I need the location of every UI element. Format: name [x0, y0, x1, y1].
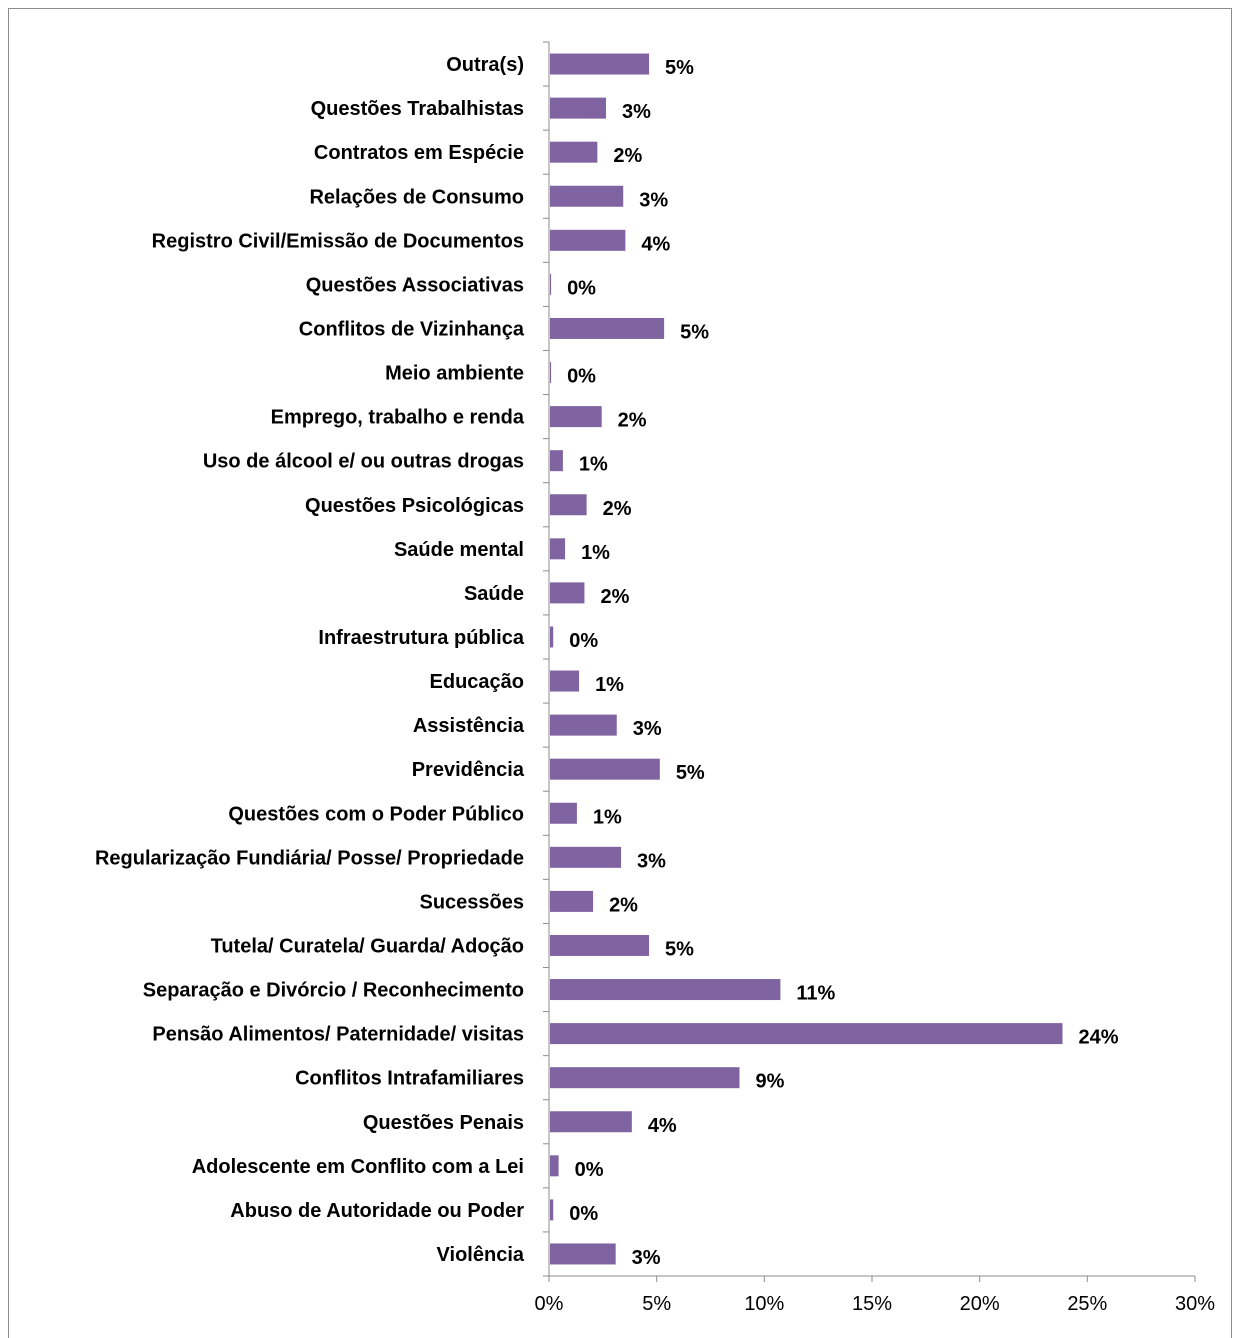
data-label: 0% [567, 277, 596, 299]
bar [550, 1199, 554, 1221]
category-label: Questões com o Poder Público [228, 803, 524, 825]
category-label: Assistência [413, 715, 525, 737]
bar [550, 538, 566, 560]
data-label: 5% [676, 762, 705, 784]
category-label: Regularização Fundiária/ Posse/ Propried… [95, 847, 524, 869]
category-label: Questões Penais [363, 1112, 524, 1134]
x-tick-label: 20% [960, 1293, 1000, 1315]
data-label: 24% [1078, 1027, 1118, 1049]
bar [550, 317, 665, 339]
category-label: Conflitos de Vizinhança [299, 318, 525, 340]
bar [550, 626, 554, 648]
category-label: Saúde mental [394, 539, 524, 561]
category-label: Questões Trabalhistas [311, 98, 524, 120]
category-label: Adolescente em Conflito com a Lei [192, 1156, 524, 1178]
x-tick-label: 25% [1067, 1293, 1107, 1315]
data-label: 5% [665, 57, 694, 79]
x-tick-label: 5% [642, 1293, 671, 1315]
category-label: Abuso de Autoridade ou Poder [230, 1200, 524, 1222]
data-label: 5% [680, 321, 709, 343]
data-label: 1% [581, 542, 610, 564]
category-label: Previdência [412, 759, 525, 781]
bar [550, 406, 602, 428]
data-label: 4% [641, 233, 670, 255]
data-label: 4% [648, 1115, 677, 1137]
bar [550, 1155, 559, 1177]
category-label: Infraestrutura pública [318, 627, 524, 649]
category-label: Sucessões [419, 891, 524, 913]
category-label: Tutela/ Curatela/ Guarda/ Adoção [211, 935, 524, 957]
data-label: 5% [665, 938, 694, 960]
data-label: 2% [600, 586, 629, 608]
x-tick-label: 15% [852, 1293, 892, 1315]
data-label: 2% [603, 498, 632, 520]
category-label: Violência [437, 1244, 525, 1266]
category-label: Outra(s) [446, 54, 524, 76]
bar [550, 670, 580, 692]
bar [550, 802, 577, 824]
bar [550, 758, 660, 780]
data-label: 0% [569, 630, 598, 652]
category-label: Questões Associativas [306, 274, 524, 296]
data-label: 3% [633, 718, 662, 740]
category-label: Emprego, trabalho e renda [271, 407, 525, 429]
bar [550, 979, 781, 1001]
bar [550, 450, 563, 472]
category-label: Separação e Divórcio / Reconhecimento [143, 980, 524, 1002]
data-label: 0% [569, 1203, 598, 1225]
data-label: 1% [593, 806, 622, 828]
data-label: 0% [567, 366, 596, 388]
bar [550, 229, 626, 251]
bar [550, 273, 552, 295]
bar [550, 97, 606, 119]
bar [550, 1023, 1063, 1045]
category-label: Questões Psicológicas [305, 495, 524, 517]
data-label: 2% [618, 410, 647, 432]
category-label: Pensão Alimentos/ Paternidade/ visitas [152, 1024, 524, 1046]
bar [550, 582, 585, 604]
bar [550, 1243, 616, 1265]
bar [550, 1067, 740, 1089]
data-label: 9% [755, 1071, 784, 1093]
data-label: 3% [622, 101, 651, 123]
data-label: 11% [796, 983, 835, 1005]
x-tick-label: 30% [1175, 1293, 1215, 1315]
bar [550, 53, 650, 75]
bar [550, 934, 650, 956]
category-label: Contratos em Espécie [314, 142, 524, 164]
bar [550, 1111, 632, 1133]
category-label: Saúde [464, 583, 524, 605]
category-label: Meio ambiente [385, 363, 524, 385]
data-label: 0% [575, 1159, 604, 1181]
data-label: 1% [579, 454, 608, 476]
bar [550, 141, 598, 163]
bar [550, 494, 587, 516]
category-label: Uso de álcool e/ ou outras drogas [203, 451, 524, 473]
category-label: Relações de Consumo [309, 186, 524, 208]
data-label: 2% [609, 894, 638, 916]
bar [550, 185, 624, 207]
x-tick-label: 10% [744, 1293, 784, 1315]
category-label: Conflitos Intrafamiliares [295, 1068, 524, 1090]
bar [550, 890, 594, 912]
category-label: Registro Civil/Emissão de Documentos [152, 230, 524, 252]
data-label: 2% [613, 145, 642, 167]
data-label: 1% [595, 674, 624, 696]
category-label: Educação [430, 671, 524, 693]
x-tick-label: 0% [535, 1293, 564, 1315]
data-label: 3% [637, 850, 666, 872]
bar [550, 714, 617, 736]
data-label: 3% [639, 189, 668, 211]
bar [550, 362, 552, 384]
data-label: 3% [632, 1247, 661, 1269]
bar [550, 846, 622, 868]
